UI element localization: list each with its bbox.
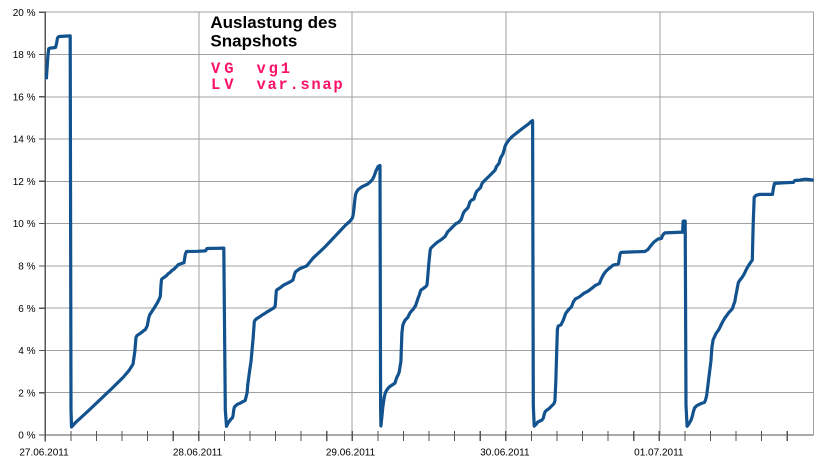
svg-text:8 %: 8 % (18, 262, 35, 273)
svg-text:10 %: 10 % (13, 219, 36, 230)
svg-text:2 %: 2 % (18, 388, 35, 399)
svg-text:Snapshots: Snapshots (210, 31, 297, 50)
svg-text:16 %: 16 % (13, 92, 36, 103)
svg-text:28.06.2011: 28.06.2011 (173, 447, 223, 458)
svg-text:var.snap: var.snap (257, 76, 343, 94)
svg-text:30.06.2011: 30.06.2011 (480, 447, 530, 458)
svg-text:0 %: 0 % (18, 431, 35, 442)
svg-text:vg1: vg1 (257, 60, 291, 78)
svg-text:4 %: 4 % (18, 346, 35, 357)
svg-text:18 %: 18 % (13, 50, 36, 61)
svg-text:20 %: 20 % (13, 8, 36, 19)
svg-text:Auslastung des: Auslastung des (210, 13, 337, 32)
svg-text:27.06.2011: 27.06.2011 (19, 447, 69, 458)
svg-text:14 %: 14 % (13, 135, 36, 146)
svg-text:01.07.2011: 01.07.2011 (634, 447, 684, 458)
svg-text:29.06.2011: 29.06.2011 (326, 447, 376, 458)
svg-text:6 %: 6 % (18, 304, 35, 315)
svg-text:12 %: 12 % (13, 177, 36, 188)
